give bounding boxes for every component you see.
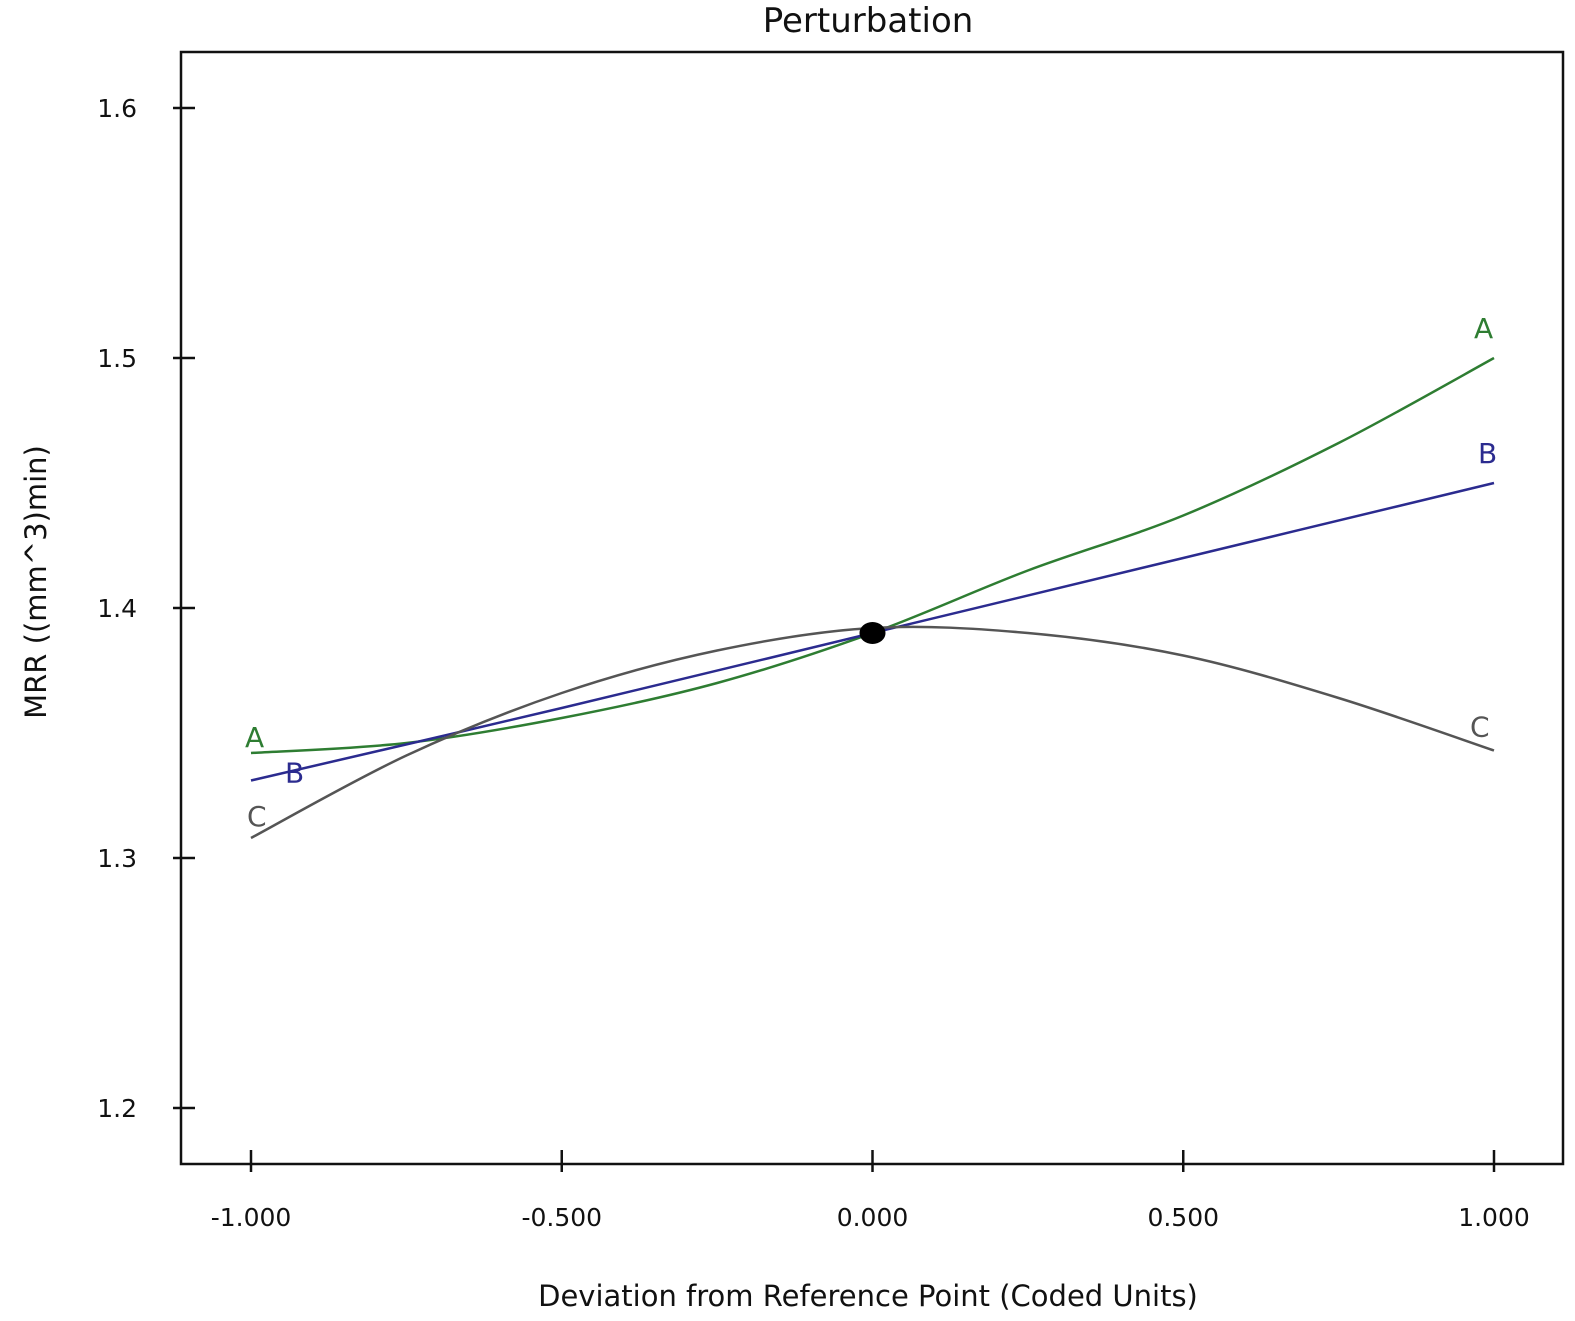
y-tick-label: 1.4 [97, 594, 137, 623]
x-tick-label: 0.000 [837, 1203, 909, 1232]
y-tick-label: 1.2 [97, 1094, 137, 1123]
y-tick-label: 1.5 [97, 344, 137, 373]
x-axis-label: Deviation from Reference Point (Coded Un… [538, 1279, 1198, 1313]
y-tick-label: 1.6 [97, 94, 137, 123]
x-axis: -1.000 -0.500 0.000 0.500 1.000 [211, 1150, 1530, 1232]
x-tick-label: 0.500 [1147, 1203, 1219, 1232]
series-label-c-end: C [1470, 711, 1490, 744]
series-label-a-start: A [245, 721, 264, 754]
series-label-a-end: A [1474, 312, 1493, 345]
series-label-c-start: C [247, 800, 267, 833]
y-axis: 1.2 1.3 1.4 1.5 1.6 [97, 94, 195, 1123]
series-line-c [250, 625, 1495, 840]
series-line-a [250, 356, 1495, 755]
chart-title: Perturbation [763, 1, 974, 41]
series-label-b-end: B [1478, 437, 1497, 470]
x-tick-label: -0.500 [521, 1203, 602, 1232]
y-axis-label: MRR ((mm^3)min) [19, 445, 53, 719]
x-tick-label: 1.000 [1458, 1203, 1530, 1232]
x-tick-label: -1.000 [211, 1203, 292, 1232]
series-label-b-start: B [285, 757, 304, 790]
y-tick-label: 1.3 [97, 844, 137, 873]
plot-frame [179, 50, 1565, 1166]
reference-point [859, 622, 886, 644]
